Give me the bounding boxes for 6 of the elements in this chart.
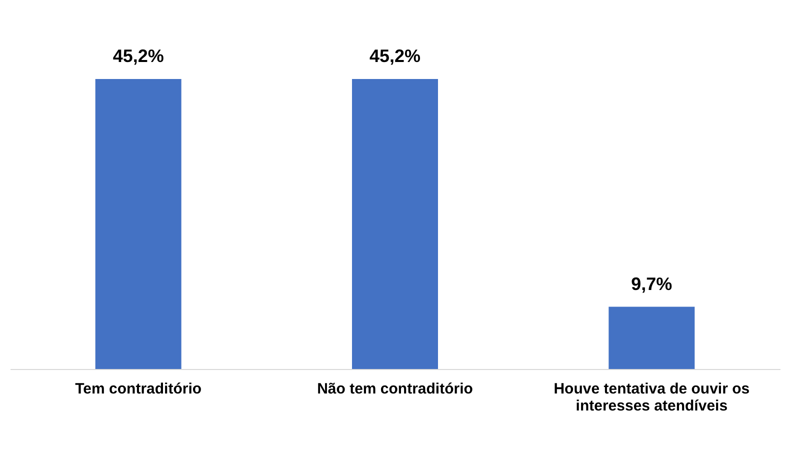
data-label: 45,2% bbox=[112, 46, 164, 66]
x-tick-label: Não tem contraditório bbox=[317, 380, 473, 398]
x-tick-label: Tem contraditório bbox=[75, 380, 202, 398]
data-label: 9,7% bbox=[631, 274, 672, 294]
x-tick-label: Houve tentativa de ouvir os interesses atendíveis bbox=[554, 380, 750, 414]
data-label: 45,2% bbox=[369, 46, 421, 66]
